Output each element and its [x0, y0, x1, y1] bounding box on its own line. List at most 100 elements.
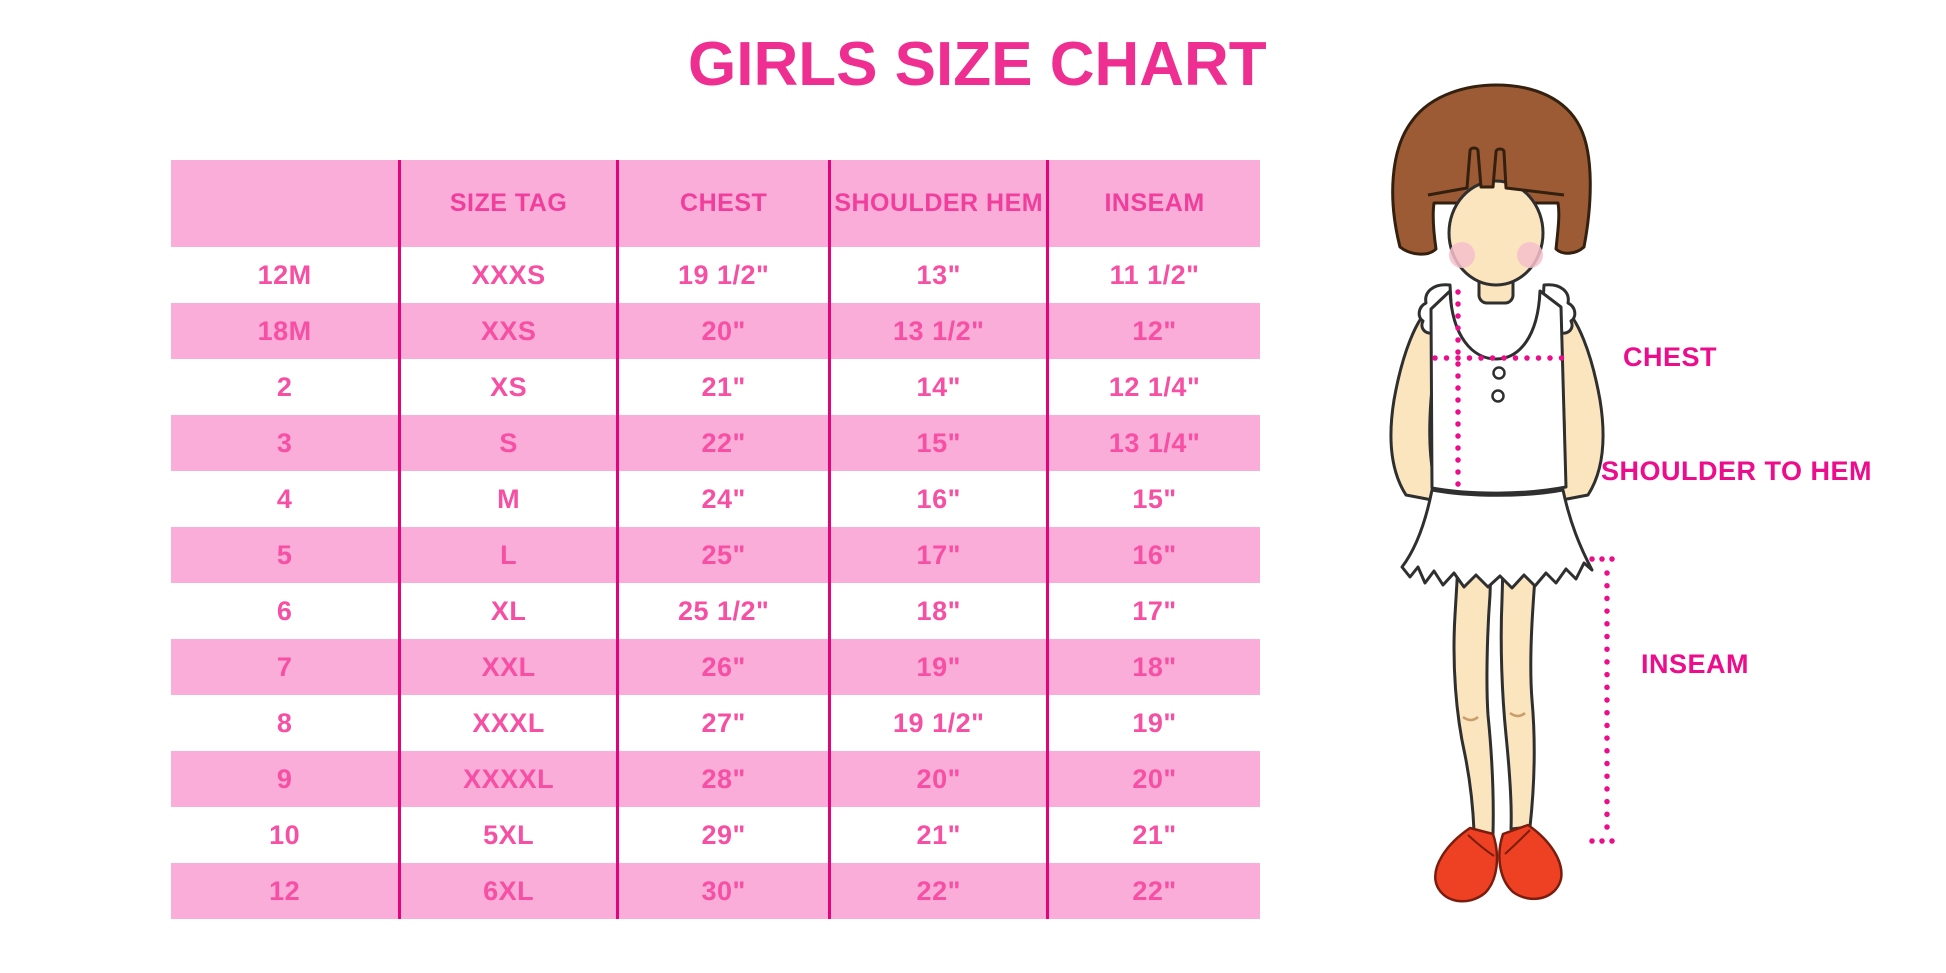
- cell: 21": [1046, 807, 1260, 863]
- cell: 19": [1046, 695, 1260, 751]
- girl-shoe-right: [1498, 823, 1563, 901]
- cell: M: [398, 471, 618, 527]
- cell: 12": [1046, 303, 1260, 359]
- girl-knee-right: [1509, 711, 1526, 718]
- cell: 26": [615, 639, 830, 695]
- chest-label: CHEST: [1623, 342, 1718, 372]
- table-row: 12M XXXS 19 1/2" 13" 11 1/2": [171, 247, 1260, 303]
- girl-face: [1447, 179, 1545, 287]
- cell: XXXL: [398, 695, 618, 751]
- column-header-shoulder-hem: SHOULDER HEM: [828, 160, 1048, 247]
- cell: 24": [615, 471, 830, 527]
- cell: 25 1/2": [615, 583, 830, 639]
- girl-shoe-left-strap: [1467, 834, 1495, 857]
- girl-shoe-left: [1434, 826, 1499, 903]
- cell: 22": [615, 415, 830, 471]
- cell: 6XL: [398, 863, 618, 919]
- cell: 29": [615, 807, 830, 863]
- size-table: SIZE TAG CHEST SHOULDER HEM INSEAM 12M X…: [171, 160, 1260, 919]
- cell: XL: [398, 583, 618, 639]
- cell: 8: [171, 695, 400, 751]
- column-header-blank: [171, 160, 400, 247]
- table-row: 9 XXXXL 28" 20" 20": [171, 751, 1260, 807]
- cell: 22": [828, 863, 1048, 919]
- cell: XXXXL: [398, 751, 618, 807]
- cell: 5XL: [398, 807, 618, 863]
- cell: 18": [828, 583, 1048, 639]
- cell: 2: [171, 359, 400, 415]
- cell: 7: [171, 639, 400, 695]
- table-row: 2 XS 21" 14" 12 1/4": [171, 359, 1260, 415]
- cell: 16": [828, 471, 1048, 527]
- cell: 6: [171, 583, 400, 639]
- girl-leg-left: [1452, 563, 1495, 836]
- cell: 30": [615, 863, 830, 919]
- cell: 13 1/2": [828, 303, 1048, 359]
- column-header-chest: CHEST: [615, 160, 830, 247]
- cell: XS: [398, 359, 618, 415]
- cell: 27": [615, 695, 830, 751]
- column-header-size-tag: SIZE TAG: [398, 160, 618, 247]
- cell: 14": [828, 359, 1048, 415]
- table-row: 18M XXS 20" 13 1/2" 12": [171, 303, 1260, 359]
- girl-knee-left: [1462, 715, 1479, 722]
- cell: 18M: [171, 303, 400, 359]
- cell: XXXS: [398, 247, 618, 303]
- cell: XXS: [398, 303, 618, 359]
- table-row: 7 XXL 26" 19" 18": [171, 639, 1260, 695]
- measurement-figure: CHEST SHOULDER TO HEM INSEAM: [1330, 55, 1930, 935]
- cell: XXL: [398, 639, 618, 695]
- cell: L: [398, 527, 618, 583]
- cell: 3: [171, 415, 400, 471]
- column-header-inseam: INSEAM: [1046, 160, 1260, 247]
- cell: 12M: [171, 247, 400, 303]
- cell: 17": [828, 527, 1048, 583]
- cell: 22": [1046, 863, 1260, 919]
- table-row: 8 XXXL 27" 19 1/2" 19": [171, 695, 1260, 751]
- cell: 13 1/4": [1046, 415, 1260, 471]
- header-row: SIZE TAG CHEST SHOULDER HEM INSEAM: [171, 160, 1260, 247]
- table-row: 3 S 22" 15" 13 1/4": [171, 415, 1260, 471]
- cell: 15": [1046, 471, 1260, 527]
- cell: 4: [171, 471, 400, 527]
- cell: 12: [171, 863, 400, 919]
- girl-button-top: [1492, 366, 1506, 380]
- girl-illustration: [1389, 83, 1625, 903]
- inseam-label: INSEAM: [1641, 649, 1750, 679]
- cell: 11 1/2": [1046, 247, 1260, 303]
- cell: 16": [1046, 527, 1260, 583]
- cell: 15": [828, 415, 1048, 471]
- table-row: 6 XL 25 1/2" 18" 17": [171, 583, 1260, 639]
- page-title: GIRLS SIZE CHART: [688, 30, 1267, 99]
- cell: 19": [828, 639, 1048, 695]
- shoulder-to-hem-label: SHOULDER TO HEM: [1601, 456, 1873, 486]
- table-row: 5 L 25" 17" 16": [171, 527, 1260, 583]
- cell: 28": [615, 751, 830, 807]
- cell: 5: [171, 527, 400, 583]
- table-row: 10 5XL 29" 21" 21": [171, 807, 1260, 863]
- table-row: 12 6XL 30" 22" 22": [171, 863, 1260, 919]
- girl-button-bottom: [1491, 389, 1505, 403]
- cell: 20": [1046, 751, 1260, 807]
- cell: 12 1/4": [1046, 359, 1260, 415]
- girl-bangs: [1427, 113, 1566, 195]
- cell: 21": [615, 359, 830, 415]
- girl-skirt: [1400, 488, 1594, 590]
- cell: 20": [615, 303, 830, 359]
- table-row: 4 M 24" 16" 15": [171, 471, 1260, 527]
- cell: 21": [828, 807, 1048, 863]
- cell: 19 1/2": [615, 247, 830, 303]
- girl-shoe-right-strap: [1504, 829, 1531, 855]
- girl-blush-left: [1449, 242, 1475, 268]
- cell: 18": [1046, 639, 1260, 695]
- girl-blush-right: [1517, 242, 1543, 268]
- girl-leg-right: [1499, 563, 1538, 831]
- cell: 9: [171, 751, 400, 807]
- cell: 13": [828, 247, 1048, 303]
- girl-bangs-edge: [1427, 146, 1565, 197]
- cell: 20": [828, 751, 1048, 807]
- cell: 10: [171, 807, 400, 863]
- cell: 19 1/2": [828, 695, 1048, 751]
- cell: 17": [1046, 583, 1260, 639]
